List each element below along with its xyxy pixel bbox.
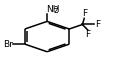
Text: NH: NH: [46, 5, 59, 14]
Text: F: F: [82, 9, 87, 18]
Text: F: F: [85, 30, 90, 39]
Text: F: F: [95, 20, 100, 29]
Text: Br: Br: [3, 40, 13, 49]
Text: 2: 2: [53, 6, 58, 15]
